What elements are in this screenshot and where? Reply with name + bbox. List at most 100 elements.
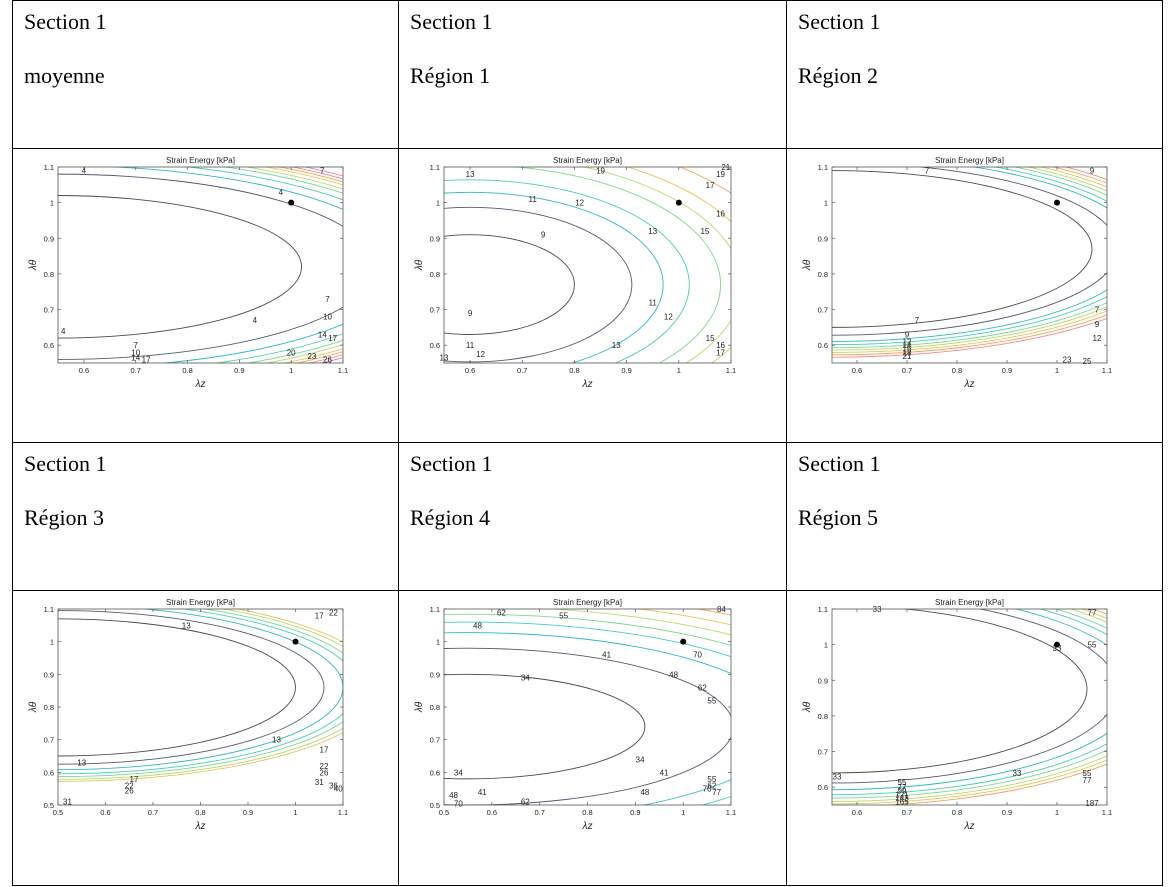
y-tick-label: 0.7 — [430, 305, 440, 314]
contour-label: 13 — [466, 170, 475, 179]
y-axis-label: λθ — [802, 259, 813, 271]
contour-label: 15 — [706, 334, 715, 343]
y-tick-label: 1.1 — [44, 605, 54, 614]
reference-point — [292, 638, 299, 645]
y-tick-label: 0.8 — [818, 712, 828, 721]
x-tick-label: 0.6 — [852, 808, 862, 817]
x-axis-label: λz — [582, 821, 593, 832]
x-tick-label: 1 — [1055, 366, 1059, 375]
x-tick-label: 1 — [681, 808, 685, 817]
contour-label: 26 — [323, 355, 332, 364]
contour-label: 14 — [131, 353, 140, 362]
y-tick-label: 1 — [50, 638, 54, 647]
y-tick-label: 0.9 — [430, 671, 440, 680]
contour-label: 9 — [1090, 166, 1095, 175]
contour-label: 33 — [873, 605, 882, 614]
contour-label: 4 — [61, 327, 66, 336]
contour-label: 7 — [320, 166, 325, 175]
contour-label: 41 — [478, 788, 487, 797]
caption-cell: Section 1 Région 3 — [12, 442, 399, 592]
x-tick-label: 1 — [1055, 808, 1059, 817]
contour-label: 55 — [1088, 641, 1097, 650]
x-tick-label: 0.8 — [569, 366, 579, 375]
caption-cell: Section 1 Région 1 — [398, 0, 787, 149]
plot-cell: 34 34 34 41 41 41 48 48 48 48 55 55 55 62 62 62 62 70 70 70… — [398, 590, 787, 886]
y-tick-label: 1.1 — [430, 163, 440, 172]
y-tick-label: 0.6 — [818, 341, 828, 350]
x-tick-label: 0.8 — [182, 366, 192, 375]
axes-frame — [831, 608, 1108, 806]
contour-label: 4 — [253, 316, 258, 325]
contour-label: 62 — [497, 609, 506, 618]
x-tick-label: 0.5 — [439, 808, 449, 817]
y-tick-label: 0.9 — [44, 671, 54, 680]
contour-label: 62 — [698, 684, 707, 693]
axes-frame — [831, 166, 1108, 364]
y-tick-label: 0.8 — [818, 270, 828, 279]
contour-label: 15 — [700, 227, 709, 236]
contour-label: 17 — [328, 334, 337, 343]
x-tick-label: 1.1 — [338, 808, 348, 817]
contour-label: 23 — [1063, 355, 1072, 364]
contour-label: 34 — [636, 756, 645, 765]
region-label: Région 3 — [24, 505, 105, 531]
contour-label: 31 — [63, 798, 72, 807]
contour-label: 41 — [602, 651, 611, 660]
y-tick-label: 0.9 — [44, 234, 54, 243]
x-tick-label: 0.8 — [582, 808, 592, 817]
region-label: Région 1 — [410, 63, 491, 88]
y-tick-label: 0.5 — [44, 801, 54, 810]
contour-label: 13 — [77, 759, 86, 768]
x-tick-label: 1.1 — [1102, 808, 1112, 817]
contour-line — [444, 648, 731, 806]
y-tick-label: 0.6 — [44, 769, 54, 778]
contour-label: 13 — [182, 622, 191, 631]
contour-line — [444, 674, 646, 780]
contour-line — [444, 234, 575, 335]
contour-label: 13 — [272, 736, 281, 745]
plot-cell: 33 33 33 33 55 55 55 77 77 77 99 121 143 165 187 0.6 0.7… — [786, 590, 1163, 886]
x-tick-label: 0.6 — [465, 366, 475, 375]
x-tick-label: 0.9 — [1002, 808, 1012, 817]
contour-label: 17 — [315, 612, 324, 621]
contour-label: 9 — [541, 231, 546, 240]
contour-label: 34 — [521, 674, 530, 683]
plot-cell: 13 13 13 17 17 17 22 22 22 26 26 31 31 36 40 0.5 0.6 0.7 0… — [12, 590, 399, 886]
y-tick-label: 0.7 — [44, 305, 54, 314]
x-tick-label: 0.6 — [852, 366, 862, 375]
y-tick-label: 0.7 — [44, 736, 54, 745]
axes-frame — [57, 166, 344, 364]
contour-label: 4 — [279, 188, 284, 197]
reference-point — [1054, 641, 1060, 648]
contour-label: 55 — [1083, 769, 1092, 778]
contour-label: 7 — [325, 295, 330, 304]
contour-label: 17 — [716, 348, 725, 357]
contour-line — [444, 191, 664, 363]
y-tick-label: 1 — [436, 198, 440, 207]
x-tick-label: 0.7 — [517, 366, 527, 375]
caption-cell: Section 1 Région 5 — [786, 442, 1163, 592]
contour-label: 18 — [903, 348, 912, 357]
x-axis-label: λz — [195, 821, 206, 832]
x-tick-label: 0.9 — [234, 366, 244, 375]
reference-point — [680, 638, 687, 645]
plot-cell: 9 9 11 11 11 12 12 12 13 13 13 13 15 15 16 16 17 17 19 19 21… — [398, 147, 787, 444]
x-tick-label: 1 — [293, 808, 297, 817]
reference-point — [1054, 199, 1060, 206]
contour-label: 7 — [1095, 305, 1100, 314]
contour-label: 9 — [905, 330, 910, 339]
contour-label: 12 — [1093, 334, 1102, 343]
contour-label: 143 — [895, 794, 909, 803]
contour-label: 33 — [1013, 769, 1022, 778]
y-axis-label: λθ — [414, 259, 425, 271]
y-tick-label: 0.7 — [430, 736, 440, 745]
x-tick-label: 1 — [289, 366, 293, 375]
contour-line — [832, 609, 1088, 774]
x-tick-label: 0.9 — [1002, 366, 1012, 375]
contour-label: 26 — [125, 787, 134, 796]
y-tick-label: 1.1 — [44, 163, 54, 172]
contour-label: 21 — [903, 352, 912, 361]
contour-label: 34 — [454, 769, 463, 778]
